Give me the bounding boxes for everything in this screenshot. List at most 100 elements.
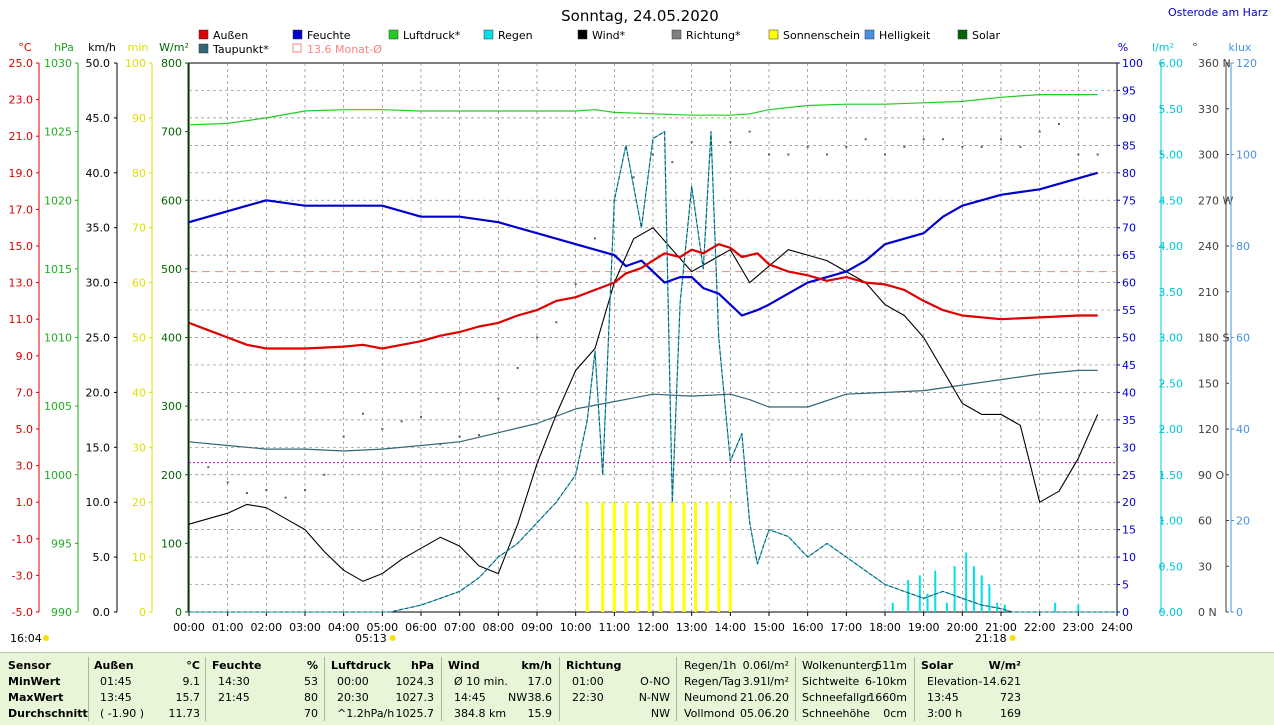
right-axis-tick-label: 1.00	[1159, 515, 1184, 528]
left-axis-tick-label: 1030	[44, 57, 72, 70]
sunshine-bar	[728, 502, 732, 612]
legend-swatch	[198, 29, 209, 40]
sunshine-bar	[585, 502, 589, 612]
wolken-value: 0cm	[883, 707, 907, 720]
x-tick-label: 02:00	[250, 621, 282, 634]
legend-swatch	[483, 29, 494, 40]
right-axis-tick-label: 55	[1122, 304, 1136, 317]
rain-bar	[934, 570, 937, 612]
aussen-value: 15.7	[175, 691, 201, 704]
legend-swatch	[864, 29, 875, 40]
regen-label: Vollmond	[684, 707, 735, 720]
summary-separator	[559, 657, 560, 721]
left-axis-unit: °C	[18, 41, 32, 54]
legend-label: Regen	[498, 29, 533, 42]
right-axis-tick-label: 6.00	[1159, 57, 1184, 70]
feuchte-value: 70	[304, 707, 318, 720]
left-axis-tick-label: 20.0	[86, 386, 111, 399]
aussen-unit: °C	[186, 659, 200, 672]
left-axis-tick-label: 40	[132, 386, 146, 399]
direction-point	[342, 435, 345, 438]
x-tick-label: 05:00	[366, 621, 398, 634]
direction-point	[1038, 130, 1041, 133]
wolken-label: Schneefallgr	[802, 691, 871, 704]
rain-bar	[972, 566, 975, 612]
right-axis-tick-label: 40	[1122, 386, 1136, 399]
solar-line	[189, 131, 1117, 613]
right-axis-tick-label: 65	[1122, 249, 1136, 262]
wind-value: 15.9	[527, 707, 553, 720]
right-axis-tick-label: 120	[1236, 57, 1257, 70]
x-tick-label: 06:00	[405, 621, 437, 634]
direction-point	[574, 283, 577, 286]
right-axis-tick-label: 180 S	[1198, 332, 1229, 345]
feuchte-value: 53	[304, 675, 318, 688]
feuchte-value: 80	[304, 691, 318, 704]
axes: 00:00 01:00 02:00 03:00 04:00 05:00 06:00 07:00…	[9, 41, 1258, 645]
right-axis-tick-label: 240	[1198, 240, 1219, 253]
summary-separator	[914, 657, 915, 721]
left-axis-tick-label: 10	[132, 551, 146, 564]
left-axis-tick-label: 100	[125, 57, 146, 70]
sunshine-bar	[601, 502, 605, 612]
right-axis-tick-label: 120	[1198, 423, 1219, 436]
wind-direction: NW	[508, 691, 528, 704]
solar-value: 169	[1000, 707, 1021, 720]
legend-label: Feuchte	[307, 29, 351, 42]
sunset-icon	[1009, 635, 1016, 641]
left-axis-tick-label: 25.0	[9, 57, 34, 70]
right-axis-tick-label: 20	[1122, 496, 1136, 509]
legend-swatch	[671, 29, 682, 40]
direction-point	[516, 367, 519, 369]
right-axis-tick-label: 90	[1122, 112, 1136, 125]
direction-point	[400, 420, 403, 423]
direction-point	[826, 153, 828, 156]
direction-point	[884, 153, 886, 156]
pressure-line	[188, 93, 1098, 126]
left-axis-tick-label: -3.0	[12, 569, 33, 582]
left-axis-tick-label: 1010	[44, 332, 72, 345]
x-tick-label: 14:00	[714, 621, 746, 634]
regen-label: Regen/1h	[684, 659, 737, 672]
right-axis-tick-label: 40	[1236, 423, 1250, 436]
right-axis-tick-label: 300	[1198, 149, 1219, 162]
regen-label: Regen/Tag	[684, 675, 741, 688]
left-axis-tick-label: 995	[51, 537, 72, 550]
x-tick-label: 15:00	[753, 621, 785, 634]
right-axis-tick-label: 80	[1122, 167, 1136, 180]
right-axis-unit: %	[1118, 41, 1128, 54]
left-axis-tick-label: 90	[132, 112, 146, 125]
wolken-label: Schneehöhe	[802, 707, 870, 720]
wolken-label: Sichtweite	[802, 675, 860, 688]
right-axis-tick-label: 0.50	[1159, 560, 1184, 573]
left-axis-tick-label: 7.0	[16, 386, 34, 399]
left-axis-tick-label: 1.0	[16, 496, 34, 509]
direction-point	[942, 138, 944, 141]
left-axis-tick-label: 1025	[44, 126, 72, 139]
wolken-value: 511m	[875, 659, 907, 672]
rain-bar	[965, 552, 968, 612]
direction-point	[1019, 145, 1022, 148]
summary-table: Sensor MinWert MaxWert Durchschnitt Außen °C 0…	[0, 652, 1274, 725]
rain-bar	[1003, 604, 1006, 612]
x-tick-label: 22:00	[1024, 621, 1056, 634]
left-axis-tick-label: 11.0	[9, 313, 34, 326]
right-axis-tick-label: 20	[1236, 515, 1250, 528]
left-axis-tick-label: 35.0	[86, 222, 111, 235]
direction-point	[922, 138, 925, 141]
right-axis-tick-label: 1.50	[1159, 469, 1184, 482]
direction-point	[806, 145, 809, 148]
left-axis-tick-label: 0.0	[93, 606, 111, 619]
left-axis-tick-label: 9.0	[16, 350, 34, 363]
legend-label: Helligkeit	[879, 29, 931, 42]
right-axis-tick-label: 50	[1122, 332, 1136, 345]
right-axis-tick-label: 70	[1122, 222, 1136, 235]
direction-point	[690, 141, 693, 144]
time-now-label: 16:04	[10, 632, 42, 645]
direction-point	[787, 153, 790, 156]
legend-label: Sonnenschein	[783, 29, 860, 42]
direction-point	[323, 473, 326, 476]
left-axis-tick-label: 40.0	[86, 167, 111, 180]
direction-point	[420, 415, 422, 418]
sunshine-bar	[659, 502, 663, 612]
